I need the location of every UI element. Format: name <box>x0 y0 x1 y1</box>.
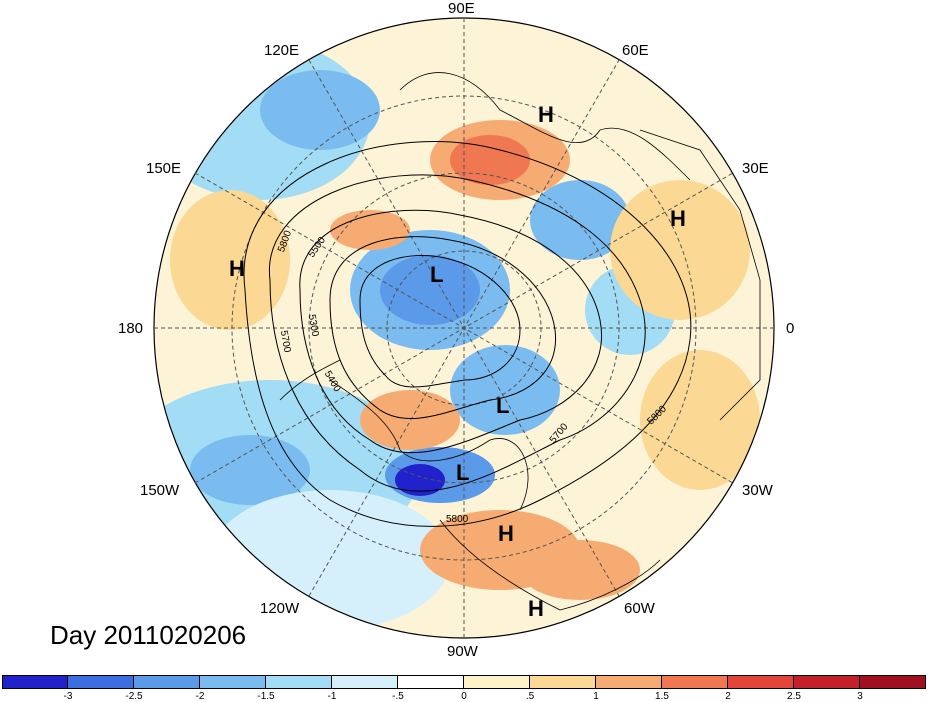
colorbar-tick-label: 2.5 <box>787 691 801 702</box>
colorbar-swatch <box>728 675 794 689</box>
colorbar-swatch <box>2 675 68 689</box>
lon-label-180: 180 <box>118 320 144 337</box>
coastlines <box>279 72 761 611</box>
colorbar-swatch <box>794 675 860 689</box>
high-pressure-marker: H <box>229 256 245 281</box>
low-pressure-marker: L <box>430 262 444 287</box>
colorbar-swatch <box>464 675 530 689</box>
lon-label-90w: 90W <box>447 643 478 660</box>
colorbar-tick-label: -1.5 <box>257 691 275 702</box>
colorbar-tick-label: -3 <box>63 691 73 702</box>
colorbar-tick-label: 3 <box>857 691 863 702</box>
low-pressure-marker: L <box>456 460 470 485</box>
colorbar-swatch <box>134 675 200 689</box>
colorbar-tick-label: -2 <box>195 691 205 702</box>
lon-label-150e: 150E <box>146 160 182 177</box>
colorbar-tick-label: 1 <box>593 691 599 702</box>
colorbar-swatch <box>332 675 398 689</box>
colorbar-swatch <box>530 675 596 689</box>
graticule <box>154 18 774 638</box>
lon-label-120e: 120E <box>264 42 300 59</box>
height-contours <box>243 140 692 527</box>
lon-label-0: 0 <box>786 320 795 337</box>
lon-label-120w: 120W <box>260 600 300 617</box>
map-title: Day 2011020206 <box>50 620 247 650</box>
colorbar-swatch <box>860 675 926 689</box>
low-pressure-marker: L <box>496 393 510 418</box>
lon-label-150w: 150W <box>140 482 180 499</box>
colorbar-swatch <box>398 675 464 689</box>
lon-label-30w: 30W <box>742 482 773 499</box>
colorbar-swatch <box>200 675 266 689</box>
colorbar-swatch <box>266 675 332 689</box>
lon-label-60w: 60W <box>624 600 655 617</box>
contour-label: 5800 <box>446 514 469 525</box>
lon-label-60e: 60E <box>622 42 649 59</box>
colorbar-tick-label: 0 <box>461 691 467 702</box>
high-pressure-marker: H <box>670 206 686 231</box>
colorbar-swatch <box>596 675 662 689</box>
colorbar-tick-label: 2 <box>725 691 731 702</box>
anomaly-field <box>154 18 774 638</box>
high-pressure-marker: H <box>538 102 554 127</box>
lon-label-90e: 90E <box>448 0 475 17</box>
lon-label-30e: 30E <box>742 160 769 177</box>
colorbar-tick-label: -.5 <box>392 691 404 702</box>
colorbar-tick-label: .5 <box>525 691 535 702</box>
colorbar-swatch <box>68 675 134 689</box>
colorbar-tick-label: 1.5 <box>655 691 669 702</box>
colorbar: -3 -2.5 -2 -1.5 -1 -.5 0 .5 1 1.5 2 2.5 3 <box>0 675 928 702</box>
colorbar-tick-label: -2.5 <box>125 691 143 702</box>
colorbar-swatch <box>662 675 728 689</box>
high-pressure-marker: H <box>498 521 514 546</box>
colorbar-tick-label: -1 <box>327 691 337 702</box>
high-pressure-marker: H <box>528 596 544 621</box>
